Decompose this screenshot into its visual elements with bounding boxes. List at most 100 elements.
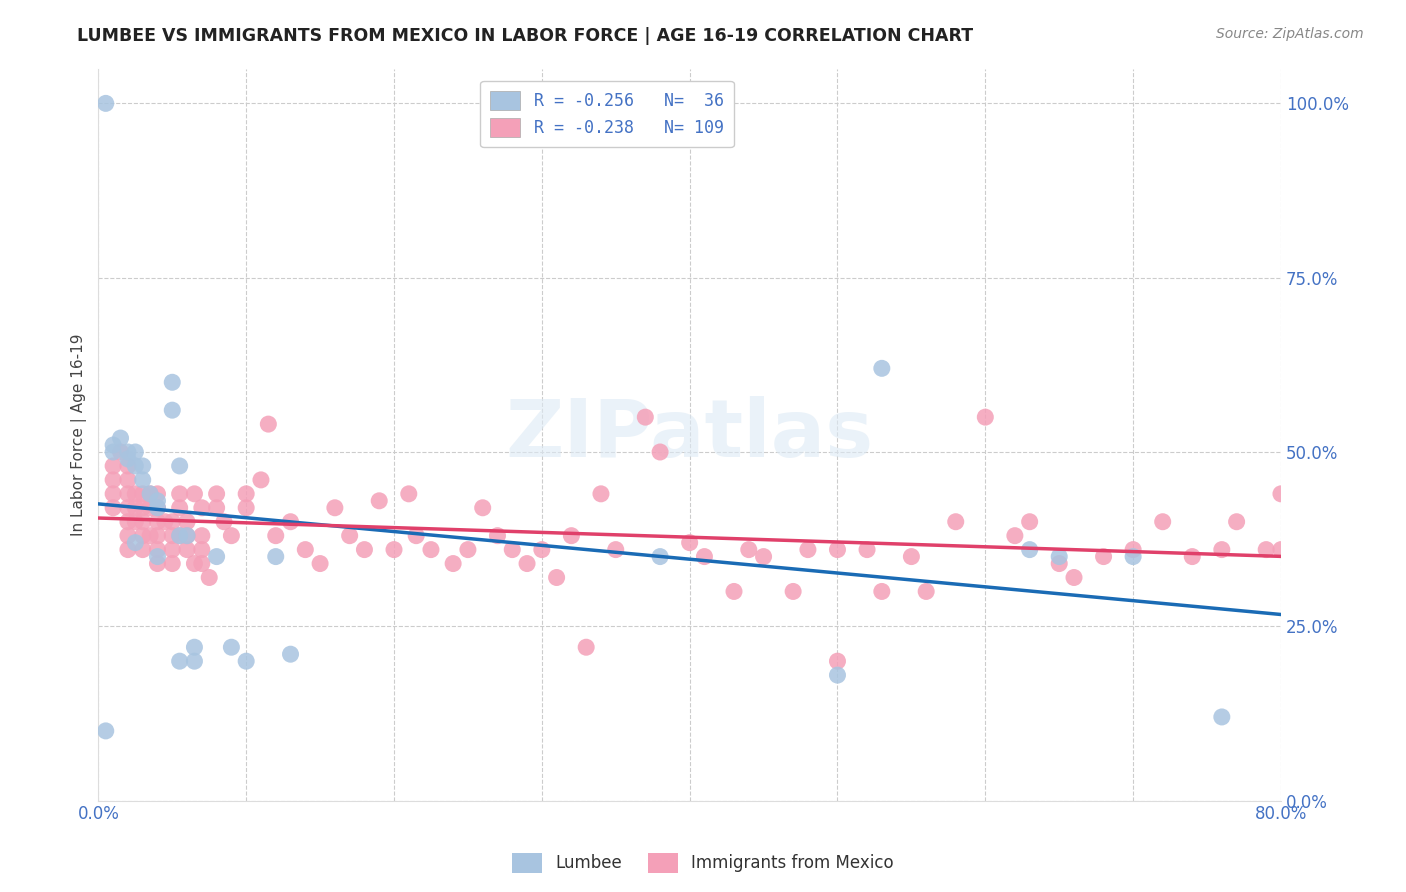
Point (146, 515, 169, 529)
Point (280, 647, 302, 661)
Point (235, 654, 257, 668)
Point (471, 500, 494, 515)
Point (1004, 529, 1026, 543)
Point (169, 487, 191, 501)
Point (205, 487, 228, 501)
Point (1211, 542, 1233, 557)
Point (1063, 570, 1085, 584)
Point (235, 487, 257, 501)
Point (1122, 549, 1144, 564)
Point (124, 500, 146, 515)
Text: ZIPatlas: ZIPatlas (506, 395, 873, 474)
Point (124, 487, 146, 501)
Point (162, 376, 184, 390)
Point (398, 487, 420, 501)
Point (117, 473, 139, 487)
Point (1047, 549, 1070, 564)
Point (139, 487, 162, 501)
Point (162, 403, 184, 417)
Point (101, 473, 124, 487)
Point (146, 493, 169, 508)
Point (1211, 710, 1233, 724)
Point (101, 458, 124, 473)
Point (1047, 557, 1070, 571)
Point (117, 542, 139, 557)
Point (212, 515, 235, 529)
Point (169, 654, 191, 668)
Point (250, 473, 273, 487)
Point (117, 500, 139, 515)
Point (546, 570, 568, 584)
Point (1018, 542, 1040, 557)
Point (101, 500, 124, 515)
Point (1270, 542, 1292, 557)
Point (420, 542, 443, 557)
Point (782, 584, 804, 599)
Point (648, 549, 671, 564)
Point (101, 438, 124, 452)
Point (257, 417, 280, 431)
Point (131, 529, 153, 543)
Point (974, 410, 997, 425)
Point (162, 542, 184, 557)
Point (131, 542, 153, 557)
Point (915, 584, 938, 599)
Point (605, 542, 627, 557)
Point (183, 487, 205, 501)
Point (501, 542, 523, 557)
Point (264, 549, 287, 564)
Point (827, 542, 849, 557)
Point (723, 584, 745, 599)
Point (827, 654, 849, 668)
Point (139, 529, 162, 543)
Point (124, 458, 146, 473)
Point (146, 542, 169, 557)
Point (101, 487, 124, 501)
Point (486, 529, 509, 543)
Point (205, 500, 228, 515)
Point (191, 542, 214, 557)
Point (339, 529, 361, 543)
Point (264, 529, 287, 543)
Point (169, 529, 191, 543)
Y-axis label: In Labor Force | Age 16-19: In Labor Force | Age 16-19 (72, 334, 87, 536)
Point (221, 529, 243, 543)
Point (131, 458, 153, 473)
Point (162, 529, 184, 543)
Point (183, 654, 205, 668)
Point (945, 515, 967, 529)
Point (110, 431, 132, 445)
Point (183, 640, 205, 655)
Point (1152, 515, 1174, 529)
Point (94, 723, 117, 738)
Point (146, 500, 169, 515)
Point (191, 500, 214, 515)
Point (162, 515, 184, 529)
Point (1122, 542, 1144, 557)
Point (191, 529, 214, 543)
Point (221, 640, 243, 655)
Point (146, 487, 169, 501)
Point (516, 557, 538, 571)
Point (139, 487, 162, 501)
Point (191, 557, 214, 571)
Point (1226, 515, 1249, 529)
Point (139, 500, 162, 515)
Point (169, 529, 191, 543)
Point (131, 487, 153, 501)
Point (117, 487, 139, 501)
Point (146, 500, 169, 515)
Point (124, 445, 146, 459)
Point (648, 445, 671, 459)
Point (382, 542, 405, 557)
Point (176, 515, 198, 529)
Point (94, 96, 117, 111)
Point (117, 452, 139, 467)
Point (679, 535, 702, 549)
Point (323, 500, 346, 515)
Point (738, 542, 761, 557)
Point (530, 542, 553, 557)
Point (441, 557, 464, 571)
Point (205, 549, 228, 564)
Point (183, 557, 205, 571)
